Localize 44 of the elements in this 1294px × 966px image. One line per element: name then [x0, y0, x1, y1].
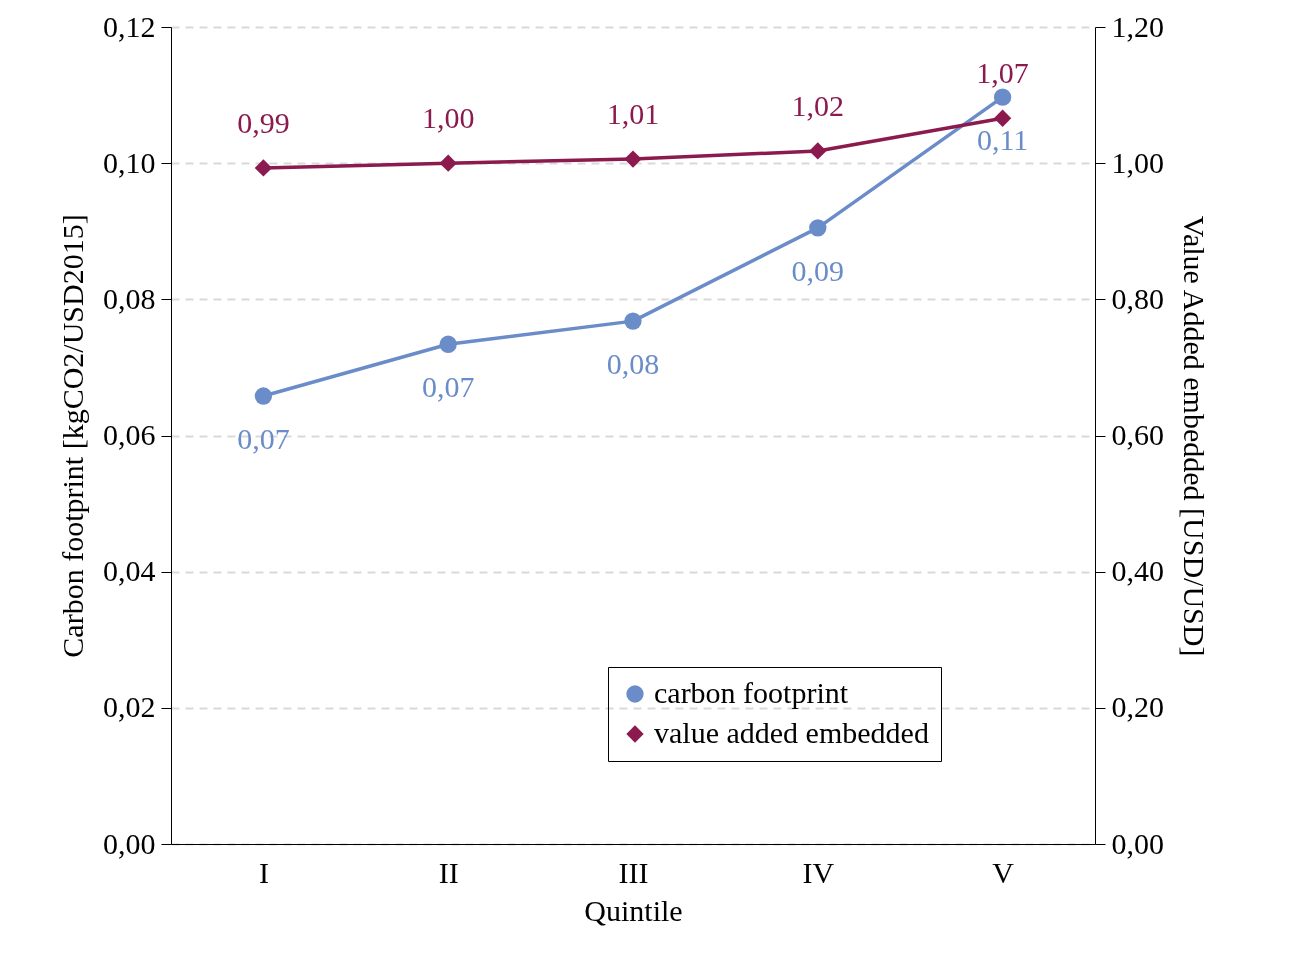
y-tick-label: 0,00 [103, 826, 156, 860]
y2-tick-label: 0,20 [1111, 690, 1164, 724]
y-axis-title: Carbon footprint [kgCO2/USD2015] [56, 214, 89, 658]
y2-tick-label: 1,00 [1111, 145, 1164, 179]
y2-tick-label: 0,00 [1111, 826, 1164, 860]
y-tick-label: 0,08 [103, 281, 156, 315]
x-axis-title: Quintile [584, 893, 683, 927]
legend-label: carbon footprint [654, 676, 849, 709]
data-label: 0,11 [976, 123, 1029, 157]
x-tick-label: I [258, 855, 269, 889]
y-tick-label: 0,12 [103, 9, 156, 43]
data-label: 0,09 [791, 253, 845, 287]
data-label: 0,07 [421, 370, 475, 404]
x-tick-label: V [992, 855, 1015, 889]
point [624, 150, 642, 168]
y2-axis-title: Value Added embedded [USD/USD] [1178, 215, 1211, 657]
y2-tick-label: 0,40 [1111, 554, 1164, 588]
point [809, 219, 827, 237]
data-label: 1,00 [421, 101, 475, 135]
y-tick-label: 0,10 [103, 145, 156, 179]
data-label: 0,08 [606, 347, 660, 381]
point [624, 312, 642, 330]
data-label: 0,07 [237, 422, 290, 456]
x-tick-label: III [618, 855, 649, 889]
point [439, 154, 457, 172]
x-tick-label: IV [802, 855, 835, 889]
y2-tick-label: 1,20 [1111, 9, 1164, 43]
legend-label: value added embedded [654, 716, 929, 749]
data-label: 0,99 [237, 105, 290, 139]
point [439, 335, 457, 353]
y2-tick-label: 0,60 [1111, 418, 1164, 451]
data-label: 1,01 [606, 97, 660, 131]
y-tick-label: 0,06 [103, 418, 156, 451]
x-tick-label: II [438, 855, 459, 889]
y2-tick-label: 0,80 [1111, 281, 1164, 315]
point [809, 142, 827, 160]
y-tick-label: 0,04 [103, 554, 156, 588]
y-tick-label: 0,02 [103, 690, 156, 724]
data-label: 1,02 [791, 88, 845, 122]
data-label: 1,07 [976, 56, 1029, 90]
point [254, 159, 273, 177]
point [993, 88, 1012, 106]
point [254, 387, 273, 405]
point [993, 109, 1012, 127]
